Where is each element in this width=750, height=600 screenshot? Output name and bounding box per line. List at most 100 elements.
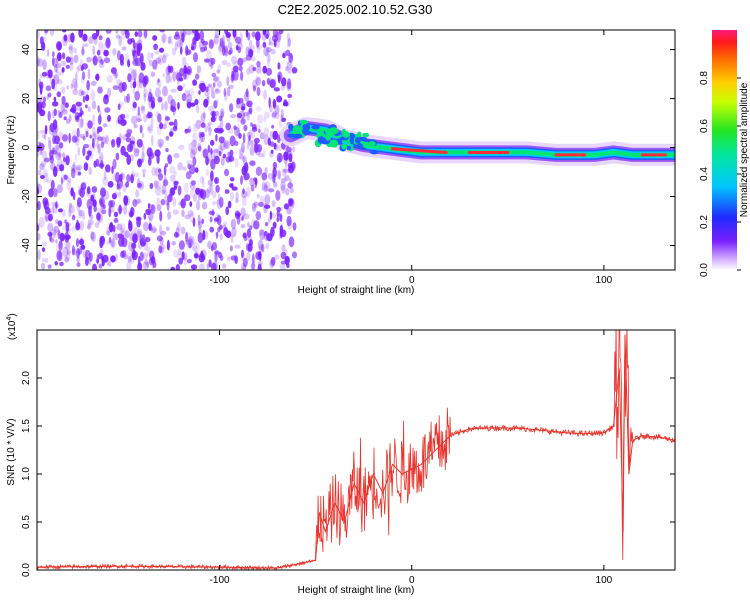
noise-point	[241, 195, 247, 207]
noise-point	[145, 208, 152, 215]
noise-point	[167, 64, 171, 75]
noise-point	[46, 178, 52, 184]
noise-point	[172, 197, 177, 207]
noise-point	[150, 135, 154, 146]
noise-point	[184, 214, 191, 220]
noise-point	[232, 65, 239, 73]
noise-point	[216, 69, 220, 74]
noise-point	[183, 256, 188, 266]
noise-point	[49, 149, 54, 161]
noise-point	[126, 154, 132, 165]
noise-point	[147, 203, 151, 209]
noise-point	[86, 56, 92, 63]
noise-point	[45, 85, 52, 92]
ridge-blob	[317, 136, 325, 144]
noise-point	[271, 124, 274, 129]
noise-point	[274, 112, 280, 119]
noise-point	[66, 251, 71, 262]
noise-point	[268, 41, 274, 46]
noise-point	[93, 160, 97, 168]
noise-point	[159, 210, 163, 222]
noise-point	[256, 65, 262, 74]
noise-point	[167, 65, 172, 73]
noise-point	[264, 30, 270, 39]
noise-point	[269, 130, 276, 139]
noise-point	[280, 178, 287, 183]
noise-point	[217, 128, 223, 134]
noise-point	[276, 95, 283, 103]
noise-point	[186, 65, 192, 76]
noise-point	[251, 126, 258, 132]
noise-point	[253, 201, 259, 208]
noise-point	[239, 110, 246, 119]
noise-point	[37, 188, 40, 195]
noise-point	[255, 38, 260, 48]
noise-point	[105, 37, 111, 49]
noise-point	[161, 33, 167, 43]
noise-point	[250, 56, 257, 62]
spectrogram-panel: -100 0 100 -40 -20 0 20 40 Height of straight l…	[6, 29, 676, 296]
noise-point	[102, 123, 108, 128]
noise-point	[57, 229, 61, 240]
noise-point	[124, 230, 130, 239]
noise-point	[143, 88, 148, 98]
noise-point	[197, 142, 202, 152]
noise-point	[229, 191, 235, 201]
y-tick-label: 40	[21, 44, 32, 56]
noise-point	[123, 254, 128, 260]
noise-point	[215, 149, 220, 161]
noise-point	[136, 138, 143, 148]
noise-point	[162, 179, 169, 187]
noise-point	[91, 142, 95, 149]
noise-point	[204, 58, 210, 63]
noise-point	[195, 119, 202, 129]
noise-point	[285, 257, 290, 262]
noise-point	[221, 263, 227, 269]
noise-point	[38, 142, 45, 151]
noise-point	[92, 199, 97, 208]
noise-point	[136, 112, 142, 123]
noise-point	[126, 260, 132, 270]
noise-point	[197, 214, 201, 226]
ridge-blob	[341, 143, 347, 150]
noise-point	[250, 184, 255, 192]
noise-point	[100, 141, 105, 149]
noise-point	[110, 237, 116, 248]
x-tick-label: 100	[596, 275, 613, 286]
noise-point	[220, 110, 224, 119]
noise-point	[240, 224, 246, 229]
noise-point	[57, 109, 61, 118]
noise-point	[205, 155, 209, 166]
noise-point	[215, 134, 218, 142]
noise-point	[219, 119, 224, 130]
noise-point	[168, 40, 173, 45]
noise-point	[133, 147, 140, 157]
noise-point	[249, 146, 254, 156]
noise-point	[228, 50, 232, 56]
noise-point	[80, 236, 83, 246]
noise-point	[161, 102, 164, 111]
noise-point	[285, 160, 288, 169]
noise-point	[156, 124, 162, 136]
noise-point	[279, 262, 286, 270]
noise-point	[164, 189, 168, 198]
noise-point	[126, 252, 133, 261]
noise-point	[54, 144, 59, 152]
noise-point	[87, 143, 91, 150]
noise-point	[133, 226, 139, 235]
noise-point	[46, 49, 50, 58]
noise-point	[267, 137, 271, 146]
noise-point	[109, 253, 113, 262]
noise-point	[147, 124, 154, 134]
noise-point	[48, 92, 52, 98]
noise-point	[218, 44, 224, 56]
noise-point	[280, 184, 286, 194]
noise-point	[95, 30, 100, 37]
noise-point	[177, 185, 182, 196]
noise-point	[133, 68, 138, 80]
noise-point	[156, 79, 159, 86]
noise-point	[98, 59, 105, 69]
noise-point	[208, 259, 212, 268]
noise-point	[130, 69, 137, 81]
noise-point	[128, 220, 133, 232]
